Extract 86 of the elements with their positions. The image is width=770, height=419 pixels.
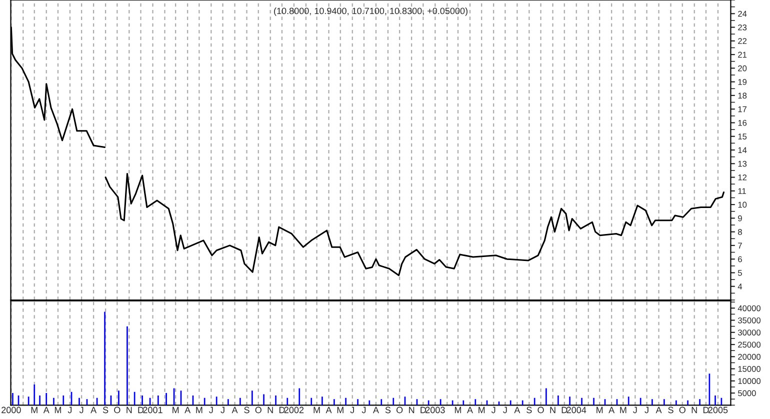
y-tick-label: 16 <box>738 120 747 126</box>
x-tick-label: J <box>503 406 507 414</box>
x-tick-label: N <box>126 406 132 414</box>
x-tick-label: O <box>396 406 403 414</box>
y-tick-label: 15 <box>738 134 747 140</box>
x-tick-label: S <box>668 406 674 414</box>
x-tick-label: S <box>244 406 250 414</box>
x-tick-label: M <box>454 406 462 414</box>
y-tick-label: 40000 <box>738 305 761 312</box>
x-tick-label: M <box>196 406 202 414</box>
x-tick-label: O <box>538 406 544 414</box>
x-tick-label: 2002 <box>284 406 304 414</box>
x-tick-label: D <box>279 406 285 414</box>
y-tick-label: 14 <box>738 147 747 154</box>
x-tick-label: O <box>679 406 686 414</box>
y-tick-label: 10 <box>738 202 747 208</box>
x-tick-label: S <box>526 406 532 414</box>
x-tick-label: O <box>255 406 262 414</box>
x-tick-label: J <box>491 406 496 414</box>
x-tick-label: S <box>385 406 391 414</box>
x-tick-label: M <box>54 406 61 414</box>
x-tick-label: 2005 <box>708 406 728 414</box>
x-tick-label: A <box>608 406 615 414</box>
y-tick-label: 5000 <box>738 390 756 396</box>
x-tick-label: A <box>232 406 238 414</box>
y-tick-label: 22 <box>738 38 747 44</box>
y-tick-label: 18 <box>738 92 747 99</box>
x-tick-label: M <box>337 406 344 414</box>
y-tick-label: 21 <box>738 52 747 58</box>
y-tick-label: 11 <box>738 188 746 194</box>
x-tick-label: 2004 <box>566 406 586 414</box>
x-tick-label: A <box>466 406 473 414</box>
x-tick-label: M <box>31 406 38 414</box>
y-tick-label: 17 <box>738 106 747 112</box>
x-tick-label: A <box>184 406 191 414</box>
y-tick-label: 25000 <box>738 342 761 348</box>
x-tick-label: S <box>102 406 108 414</box>
x-tick-label: N <box>692 406 697 414</box>
x-tick-label: A <box>372 406 379 414</box>
x-tick-label: N <box>268 406 273 414</box>
x-tick-label: M <box>620 406 626 414</box>
y-tick-label: 5 <box>738 270 742 276</box>
x-tick-label: N <box>550 406 556 414</box>
x-tick-label: O <box>114 406 120 414</box>
text: (10.8000, 10.9400, 10.7100, 10.8300, +0.05000) <box>274 8 468 16</box>
x-tick-label: 2003 <box>426 406 445 414</box>
x-tick-label: J <box>68 406 72 414</box>
x-tick-label: M <box>596 406 603 414</box>
x-tick-label: M <box>314 406 320 414</box>
y-tick-label: 7 <box>738 242 742 248</box>
x-tick-label: J <box>209 406 213 414</box>
x-tick-label: J <box>79 406 84 414</box>
y-tick-label: 13 <box>738 160 747 167</box>
x-tick-label: J <box>633 406 637 414</box>
y-tick-label: 35000 <box>738 317 761 324</box>
y-tick-label: 19 <box>738 79 747 85</box>
x-tick-label: J <box>362 406 366 414</box>
y-tick-label: 12 <box>738 174 747 180</box>
x-tick-label: A <box>514 406 520 414</box>
x-tick-label: D <box>562 406 568 414</box>
y-tick-label: 15000 <box>738 366 761 372</box>
x-tick-label: D <box>420 406 426 414</box>
x-tick-label: M <box>172 406 179 414</box>
x-tick-label: A <box>90 406 97 414</box>
y-tick-label: 23 <box>738 24 747 30</box>
y-tick-label: 8 <box>738 229 742 235</box>
x-tick-label: N <box>409 406 414 414</box>
x-tick-label: D <box>138 406 144 414</box>
y-tick-label: 6 <box>738 256 742 262</box>
y-tick-label: 9 <box>738 215 742 222</box>
x-tick-label: A <box>43 406 50 414</box>
y-tick-label: 30000 <box>738 330 761 336</box>
y-tick-label: 4 <box>738 284 742 290</box>
x-tick-label: 2001 <box>143 406 162 414</box>
y-tick-label: 20000 <box>738 354 761 360</box>
x-tick-label: J <box>350 406 354 414</box>
x-tick-label: D <box>703 406 709 414</box>
y-tick-label: 10000 <box>738 378 761 384</box>
x-tick-label: J <box>644 406 648 414</box>
x-tick-label: A <box>656 406 662 414</box>
y-tick-label: 24 <box>738 10 747 17</box>
x-tick-label: A <box>326 406 332 414</box>
y-tick-label: 20 <box>738 65 747 72</box>
x-tick-label: M <box>478 406 485 414</box>
x-tick-label: J <box>220 406 224 414</box>
x-tick-label: 2000 <box>2 406 21 414</box>
